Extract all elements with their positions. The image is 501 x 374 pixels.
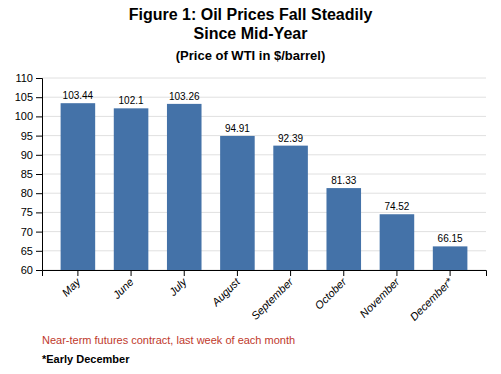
- grid: [42, 78, 486, 270]
- x-tick-label: June: [110, 276, 136, 302]
- x-tick-mark: [237, 270, 238, 276]
- x-tick-label: September: [249, 275, 296, 322]
- y-tick-label: 65: [21, 245, 33, 257]
- y-tick-mark: [36, 174, 42, 175]
- chart-svg: Figure 1: Oil Prices Fall Steadily Since …: [0, 0, 501, 374]
- bars: [61, 103, 468, 270]
- y-tick-mark: [36, 136, 42, 137]
- x-tick-mark: [396, 270, 397, 276]
- y-tick: 65: [21, 245, 42, 257]
- y-tick: 80: [21, 187, 42, 199]
- y-tick-label: 60: [21, 264, 33, 276]
- grid-line: [42, 154, 486, 155]
- y-tick-mark: [36, 116, 42, 117]
- x-tick: June: [110, 270, 136, 302]
- y-axis: 60 65 70 75 80 85 90 95 100 105 110: [15, 72, 43, 276]
- grid-line: [42, 193, 486, 194]
- title: Figure 1: Oil Prices Fall Steadily: [129, 6, 373, 23]
- y-tick-label: 85: [21, 168, 33, 180]
- y-tick-label: 70: [21, 226, 33, 238]
- data-label: 94.91: [225, 123, 250, 134]
- bar: [433, 246, 468, 270]
- grid-line: [42, 97, 486, 98]
- grid-line: [42, 231, 486, 232]
- x-tick-mark: [450, 270, 451, 276]
- grid-line: [42, 250, 486, 251]
- y-tick: 90: [21, 149, 42, 161]
- data-label: 102.1: [119, 95, 144, 106]
- title: Since Mid-Year: [194, 25, 308, 42]
- x-tick: May: [59, 270, 83, 299]
- x-axis: May June July AugustSeptember OctoberNovembe…: [43, 270, 487, 323]
- data-label: 66.15: [438, 233, 463, 244]
- x-tick-label: July: [166, 274, 190, 298]
- y-tick-mark: [36, 193, 42, 194]
- y-tick-label: 95: [21, 130, 33, 142]
- y-tick-label: 110: [15, 72, 33, 84]
- grid-line: [42, 78, 486, 79]
- x-tick: August: [209, 270, 243, 309]
- y-tick: 105: [15, 91, 42, 103]
- data-label: 103.44: [63, 90, 94, 101]
- y-axis-line: [36, 79, 43, 271]
- x-tick-mark: [77, 270, 78, 276]
- x-tick-label: November: [357, 275, 402, 320]
- grid-line: [42, 135, 486, 136]
- chart-container: Figure 1: Oil Prices Fall Steadily Since …: [0, 0, 501, 374]
- plot: 103.44 102.1 103.26 94.91 92.39 81.33 74.52 66.…: [15, 72, 487, 323]
- y-tick-label: 75: [21, 206, 33, 218]
- y-tick-label: 90: [21, 149, 33, 161]
- x-tick: October: [312, 270, 349, 312]
- data-labels: 103.44 102.1 103.26 94.91 92.39 81.33 74.52 66.…: [63, 90, 463, 244]
- x-tick-mark: [343, 270, 344, 276]
- x-tick-mark: [290, 270, 291, 276]
- y-tick: 70: [21, 226, 42, 238]
- y-tick: 100: [15, 110, 42, 122]
- bar: [220, 136, 255, 270]
- y-tick: 95: [21, 130, 42, 142]
- x-tick: July: [166, 270, 190, 299]
- grid-line: [42, 116, 486, 117]
- y-tick: 60: [21, 264, 42, 276]
- bar: [326, 188, 361, 270]
- x-tick: November: [357, 270, 402, 320]
- x-axis-line: [43, 271, 487, 277]
- x-tick-label: December*: [407, 275, 455, 323]
- y-tick: 75: [21, 206, 42, 218]
- y-tick-mark: [36, 155, 42, 156]
- x-tick-mark: [184, 270, 185, 276]
- annotation: Near-term futures contract, last week of…: [42, 334, 295, 346]
- bar: [167, 104, 202, 270]
- x-tick-label: May: [59, 274, 83, 298]
- x-tick-label: August: [209, 275, 243, 309]
- x-tick-label: October: [312, 275, 349, 312]
- y-tick-mark: [36, 78, 42, 79]
- y-tick-mark: [36, 97, 42, 98]
- data-label: 74.52: [384, 201, 409, 212]
- y-tick-label: 80: [21, 187, 33, 199]
- bar: [114, 108, 149, 270]
- y-tick-mark: [36, 270, 42, 271]
- y-tick-label: 100: [15, 110, 33, 122]
- y-tick-mark: [36, 251, 42, 252]
- annotation: *Early December: [42, 353, 130, 365]
- x-tick-mark: [131, 270, 132, 276]
- y-tick: 85: [21, 168, 42, 180]
- y-tick-mark: [36, 212, 42, 213]
- data-label: 81.33: [331, 175, 356, 186]
- y-tick: 110: [15, 72, 42, 84]
- data-label: 92.39: [278, 133, 303, 144]
- x-tick: September: [249, 270, 296, 322]
- bar: [380, 214, 415, 270]
- bar: [61, 103, 96, 270]
- y-tick-mark: [36, 232, 42, 233]
- bar: [273, 146, 308, 270]
- y-tick-label: 105: [15, 91, 33, 103]
- grid-line: [42, 174, 486, 175]
- grid-line: [42, 212, 486, 213]
- x-tick: December*: [407, 270, 455, 323]
- data-label: 103.26: [169, 91, 200, 102]
- subtitle: (Price of WTI in $/barrel): [176, 48, 326, 63]
